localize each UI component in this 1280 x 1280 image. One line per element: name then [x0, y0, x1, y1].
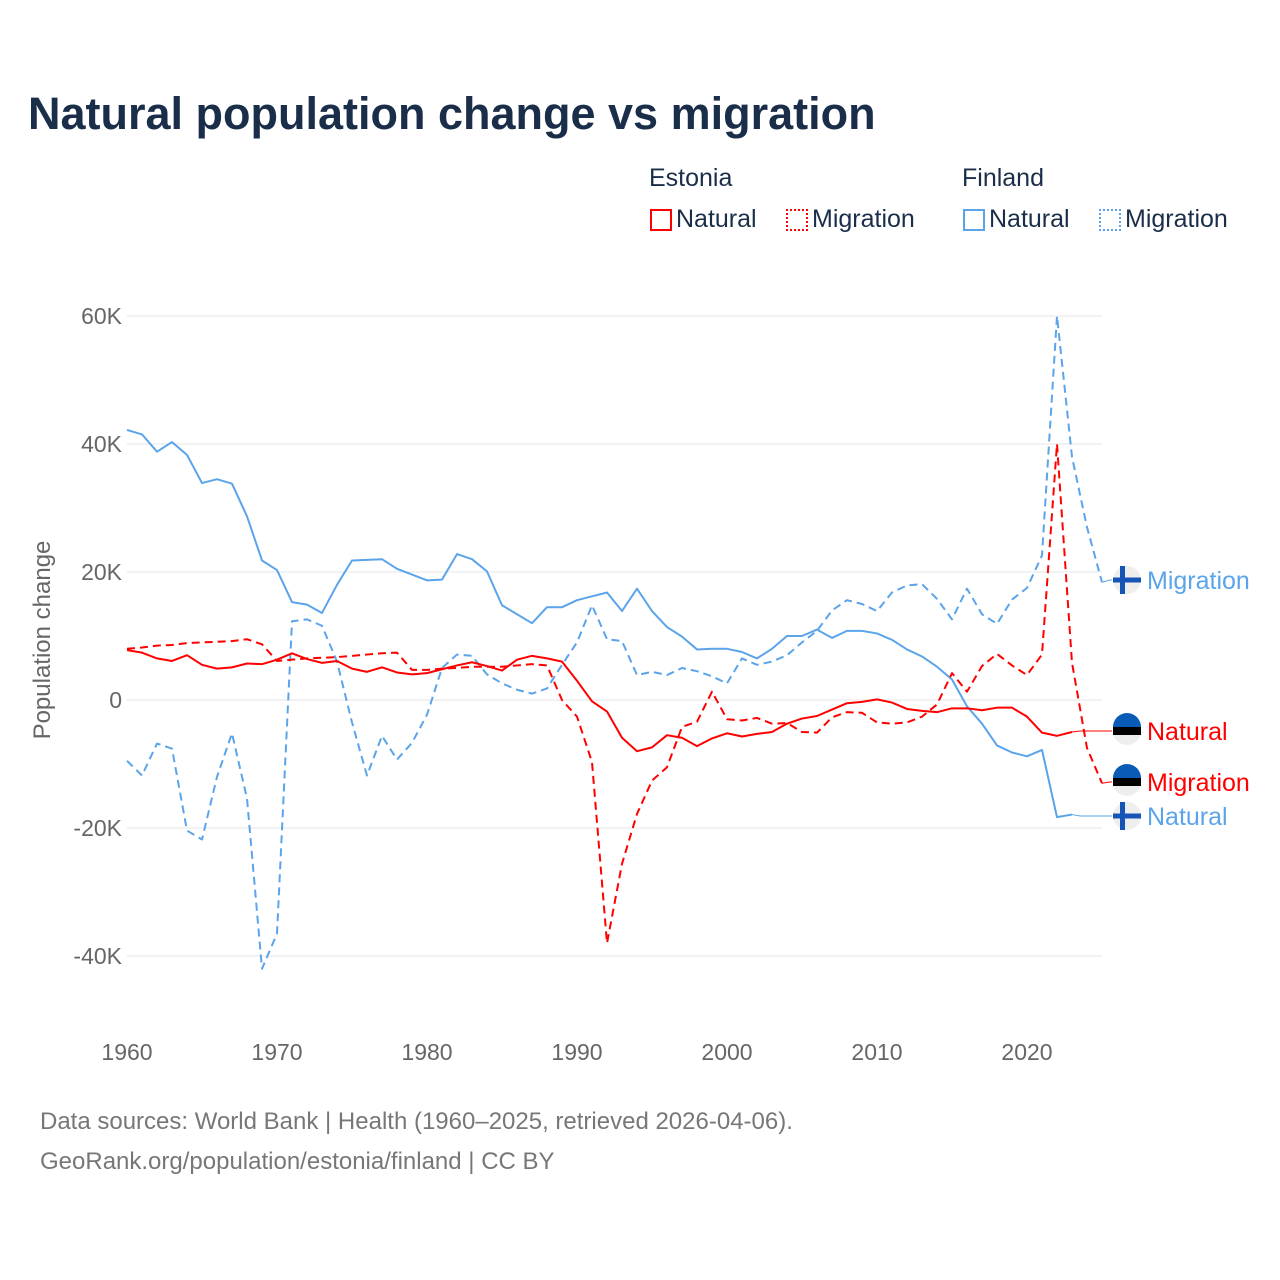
- estonia-flag-icon: [1113, 764, 1141, 796]
- label-connector: [1101, 781, 1112, 784]
- legend-group-finland: Finland: [962, 164, 1044, 192]
- legend-estonia-migration[interactable]: Migration: [786, 205, 915, 234]
- series-line-finland-natural: [126, 428, 1073, 819]
- legend-group-estonia: Estonia: [649, 164, 733, 192]
- x-tick-label: 1990: [551, 1039, 602, 1065]
- x-tick-label: 1970: [251, 1039, 302, 1065]
- footer-sources: Data sources: World Bank | Health (1960–…: [40, 1108, 793, 1135]
- y-tick-label: 40K: [81, 431, 123, 457]
- series-end-label: Natural: [1147, 718, 1228, 746]
- series-end-label: Migration: [1147, 769, 1250, 797]
- y-tick-label: 60K: [81, 303, 123, 329]
- x-tick-label: 2010: [851, 1039, 902, 1065]
- x-tick-label: 1980: [401, 1039, 452, 1065]
- legend-label: Migration: [812, 205, 915, 233]
- legend-swatch: [786, 208, 808, 231]
- label-connector: [1071, 730, 1112, 733]
- legend-swatch: [650, 208, 672, 231]
- legend-label: Natural: [989, 205, 1070, 233]
- legend-finland-natural[interactable]: Natural: [963, 205, 1070, 234]
- series-line-estonia-migration: [126, 443, 1103, 945]
- x-tick-label: 1960: [101, 1039, 152, 1065]
- series-end-label: Natural: [1147, 803, 1228, 831]
- finland-flag-icon: [1113, 802, 1141, 830]
- y-tick-label: -20K: [73, 815, 122, 841]
- label-connector: [1071, 814, 1112, 817]
- label-connector: [1101, 579, 1112, 583]
- x-tick-label: 2000: [701, 1039, 752, 1065]
- y-tick-label: 20K: [81, 559, 123, 585]
- y-axis-label: Population change: [29, 541, 56, 740]
- y-tick-label: 0: [109, 687, 122, 713]
- estonia-flag-icon: [1113, 713, 1141, 745]
- y-tick-label: -40K: [73, 943, 122, 969]
- x-tick-label: 2020: [1001, 1039, 1052, 1065]
- chart-title: Natural population change vs migration: [28, 88, 876, 139]
- finland-flag-icon: [1113, 566, 1141, 594]
- legend-finland-migration[interactable]: Migration: [1099, 205, 1228, 234]
- series-end-label: Migration: [1147, 567, 1250, 595]
- legend-estonia-natural[interactable]: Natural: [650, 205, 757, 234]
- series-line-estonia-natural: [126, 649, 1073, 753]
- footer-credit[interactable]: GeoRank.org/population/estonia/finland |…: [40, 1148, 555, 1175]
- series-line-finland-migration: [126, 315, 1103, 970]
- legend-swatch: [963, 208, 985, 231]
- legend-label: Migration: [1125, 205, 1228, 233]
- legend-label: Natural: [676, 205, 757, 233]
- legend-swatch: [1099, 208, 1121, 231]
